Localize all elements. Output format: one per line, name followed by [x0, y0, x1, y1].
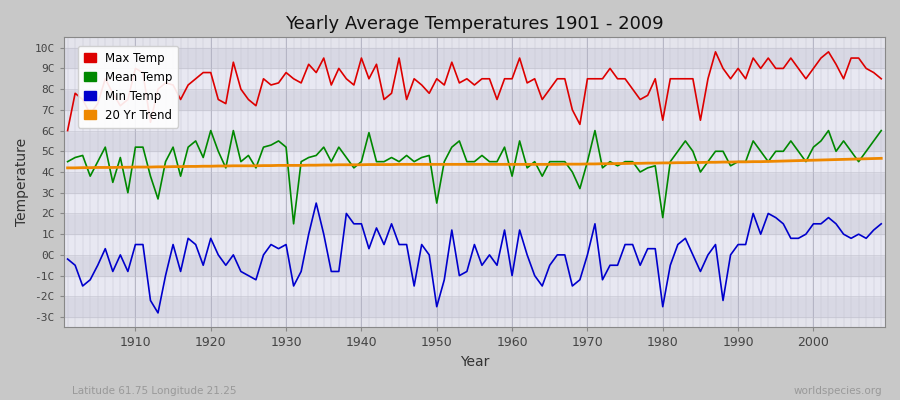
- Bar: [64, 296, 885, 317]
- Bar: [64, 193, 885, 214]
- X-axis label: Year: Year: [460, 355, 489, 369]
- Bar: [64, 110, 885, 130]
- Bar: [64, 172, 885, 193]
- Bar: [64, 276, 885, 296]
- Bar: [64, 234, 885, 255]
- Text: worldspecies.org: worldspecies.org: [794, 386, 882, 396]
- Y-axis label: Temperature: Temperature: [15, 138, 29, 226]
- Bar: [64, 48, 885, 68]
- Title: Yearly Average Temperatures 1901 - 2009: Yearly Average Temperatures 1901 - 2009: [285, 15, 663, 33]
- Bar: [64, 130, 885, 151]
- Bar: [64, 214, 885, 234]
- Bar: [64, 89, 885, 110]
- Legend: Max Temp, Mean Temp, Min Temp, 20 Yr Trend: Max Temp, Mean Temp, Min Temp, 20 Yr Tre…: [78, 46, 178, 128]
- Bar: [64, 255, 885, 276]
- Text: Latitude 61.75 Longitude 21.25: Latitude 61.75 Longitude 21.25: [72, 386, 237, 396]
- Bar: [64, 151, 885, 172]
- Bar: [64, 68, 885, 89]
